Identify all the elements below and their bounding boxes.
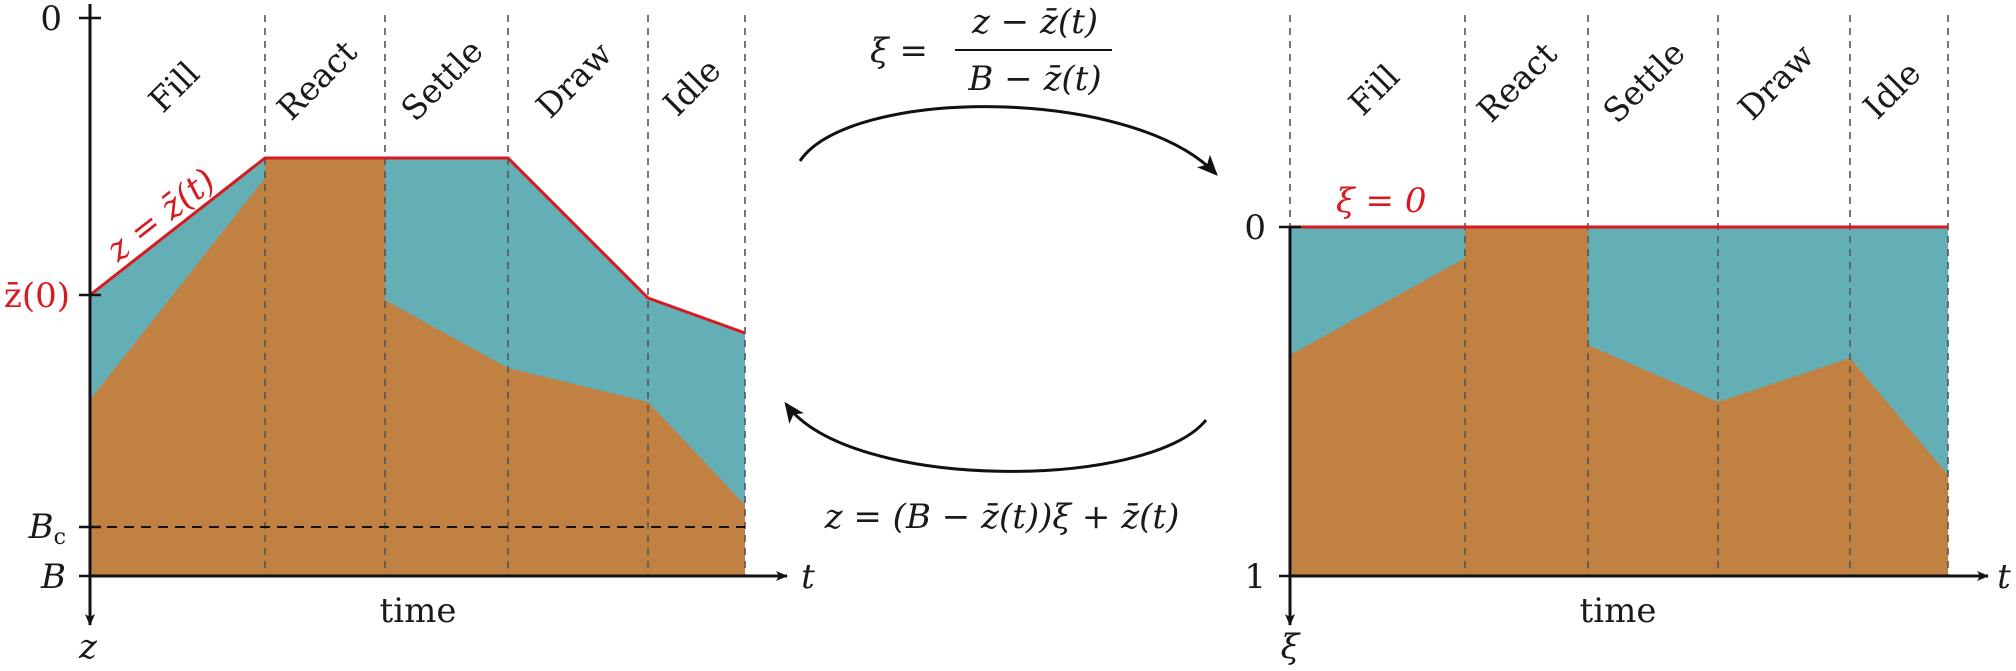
inverse-transform-arrow bbox=[784, 401, 1208, 473]
forward-transform-formula: ξ = z − z̄(t) B − z̄(t) bbox=[870, 2, 1112, 99]
left-phase-dividers bbox=[264, 15, 746, 576]
left-sediment-region bbox=[90, 158, 745, 576]
right-y-symbol: ξ bbox=[1281, 627, 1302, 666]
left-y-ticks bbox=[79, 16, 101, 578]
right-phase-idle: Idle bbox=[1855, 53, 1928, 126]
forward-numerator: z − z̄(t) bbox=[971, 2, 1098, 42]
left-phase-idle: Idle bbox=[655, 50, 728, 123]
inverse-transform-formula: z = (B − z̄(t))ξ + z̄(t) bbox=[824, 497, 1180, 537]
right-phase-dividers bbox=[1289, 15, 1949, 576]
right-tick-1-label: 1 bbox=[1244, 557, 1266, 597]
right-sediment-region bbox=[1290, 227, 1948, 576]
right-surface-label: ξ = 0 bbox=[1336, 181, 1426, 221]
left-panel: 0 z̄(0) Bc B z t time z = z̄(t) Fill Rea… bbox=[4, 0, 815, 667]
right-x-symbol: t bbox=[1997, 557, 2011, 597]
right-x-axis-label: time bbox=[1580, 591, 1657, 631]
left-phase-settle: Settle bbox=[393, 31, 490, 128]
left-x-axis-label: time bbox=[380, 591, 457, 631]
forward-transform-arrow bbox=[798, 105, 1218, 176]
right-y-ticks bbox=[1279, 225, 1301, 578]
forward-lhs: ξ = bbox=[870, 31, 928, 71]
right-phase-fill: Fill bbox=[1341, 57, 1407, 123]
right-panel: 0 1 ξ = 0 ξ t time Fill React Settle Dra… bbox=[1244, 15, 2011, 667]
right-phase-settle: Settle bbox=[1595, 33, 1692, 130]
left-tick-z0-label: z̄(0) bbox=[4, 276, 70, 316]
right-phase-draw: Draw bbox=[1730, 36, 1821, 127]
forward-denominator: B − z̄(t) bbox=[967, 59, 1101, 99]
left-phase-draw: Draw bbox=[528, 34, 619, 125]
right-tick-0-label: 0 bbox=[1244, 208, 1266, 248]
left-tick-B-label: B bbox=[40, 557, 66, 597]
left-surface-line bbox=[89, 156, 746, 335]
left-y-symbol: z bbox=[78, 627, 98, 666]
left-phase-labels: Fill React Settle Draw Idle bbox=[141, 31, 729, 128]
transform-annotations: ξ = z − z̄(t) B − z̄(t) z = (B − z̄(t))ξ… bbox=[784, 2, 1218, 537]
left-x-symbol: t bbox=[801, 557, 815, 597]
left-phase-fill: Fill bbox=[141, 54, 207, 120]
left-tick-Bc-label: Bc bbox=[28, 507, 66, 550]
left-phase-react: React bbox=[269, 32, 364, 127]
right-phase-react: React bbox=[1469, 34, 1564, 129]
right-phase-labels: Fill React Settle Draw Idle bbox=[1341, 33, 1929, 130]
left-tick-top-label: 0 bbox=[40, 0, 62, 39]
